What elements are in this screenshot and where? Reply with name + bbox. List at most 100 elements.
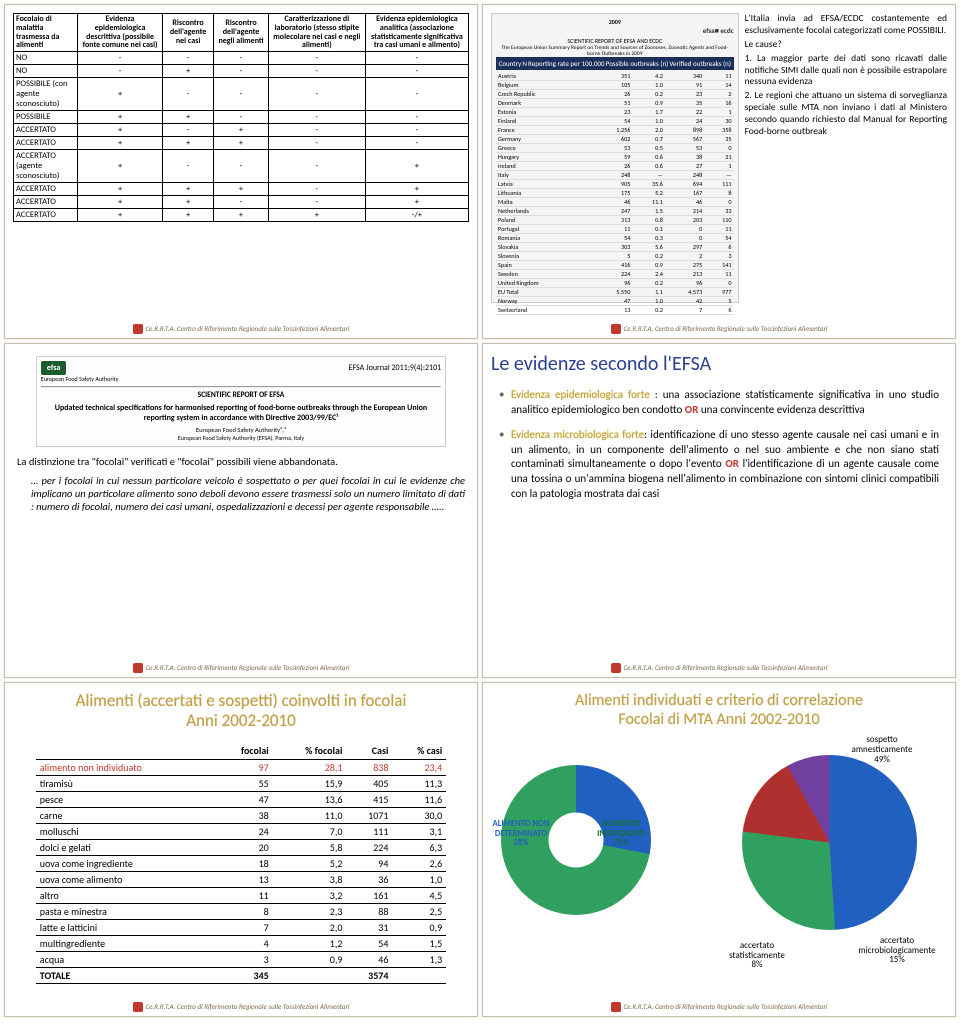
- classification-table: Focolaio di malattia trasmessa da alimen…: [13, 13, 469, 222]
- table-row: Netherlands2471.521433: [496, 207, 734, 216]
- table-row: Germany6020.756735: [496, 135, 734, 144]
- table-row: ACCERTATO++++-/+: [14, 209, 469, 222]
- table-row: uova come ingrediente185,2942,6: [36, 855, 446, 871]
- slide-6: Alimenti individuati e criterio di corre…: [482, 682, 956, 1017]
- s6-t2: Focolai di MTA Anni 2002-2010: [618, 710, 819, 729]
- slide-1: Focolaio di malattia trasmessa da alimen…: [4, 4, 478, 339]
- table-row: Lithuania1755.21678: [496, 189, 734, 198]
- table-row: Denmark510.93516: [496, 99, 734, 108]
- footer-text: Ce.R.R.T.A. Centro di Riferimento Region…: [146, 1002, 350, 1011]
- table-row: latte e latticini72,0310,9: [36, 919, 446, 935]
- s2-efsa-sub: The European Union Summary Report on Tre…: [496, 45, 734, 57]
- table-row: Switzerland130.276: [496, 306, 734, 315]
- b1-or: OR: [685, 403, 699, 416]
- s2-pt1: 1. La maggior parte dei dati sono ricava…: [745, 53, 947, 89]
- table-row: ACCERTATO+++-+: [14, 183, 469, 196]
- donut-label-0: ALIMENTO NON DETERMINATO28%: [486, 820, 556, 848]
- table-row: Austria3514.234011: [496, 72, 734, 81]
- table-row: Slovakia3035.62976: [496, 243, 734, 252]
- report-title: Updated technical specifications for har…: [51, 403, 431, 423]
- table-row: NO-----: [14, 52, 469, 65]
- footer-logo-icon: [611, 324, 621, 334]
- footer: Ce.R.R.T.A. Centro di Riferimento Region…: [483, 663, 955, 673]
- footer-logo-icon: [133, 324, 143, 334]
- table-row: Poland3130.8203110: [496, 216, 734, 225]
- s2-tbl-hdr: CountryNReporting rate per 100,000Possib…: [496, 57, 734, 70]
- footer: Ce.R.R.T.A. Centro di Riferimento Region…: [483, 1002, 955, 1012]
- table-row: Estonia231.7221: [496, 108, 734, 117]
- footer-text: Ce.R.R.T.A. Centro di Riferimento Region…: [146, 324, 350, 333]
- footer-text: Ce.R.R.T.A. Centro di Riferimento Region…: [624, 663, 828, 672]
- table-row: France1,2562.0898358: [496, 126, 734, 135]
- table-row: Portugal110.1011: [496, 225, 734, 234]
- footer-text: Ce.R.R.T.A. Centro di Riferimento Region…: [624, 324, 828, 333]
- s4-title: Le evidenze secondo l'EFSA: [491, 352, 947, 376]
- table-row: carne3811,0107130,0: [36, 807, 446, 823]
- report-sub2: European Food Safety Authority (EFSA), P…: [41, 434, 441, 442]
- s2-efsa-title: SCIENTIFIC REPORT OF EFSA AND ECDC: [496, 37, 734, 45]
- table-row: Romania540.3054: [496, 234, 734, 243]
- b2-label: Evidenza microbiologica forte: [511, 428, 644, 441]
- table-row: Belgium1051.09114: [496, 81, 734, 90]
- table-row: tiramisù5515,940511,3: [36, 775, 446, 791]
- s5-body: alimento non individuato9728,183823,4tir…: [36, 759, 446, 967]
- s3-line1: La distinzione tra "focolai" verificati …: [17, 455, 465, 468]
- donut-label-1: ALIMENTO INDIVIDUATO72%: [586, 820, 656, 848]
- table-row: POSSIBILE++---: [14, 111, 469, 124]
- footer-logo-icon: [133, 663, 143, 673]
- table-row: United Kingdom960.2960: [496, 279, 734, 288]
- table-row: multingrediente41,2541,5: [36, 935, 446, 951]
- efsa-journal: EFSA Journal 2011;9(4):2101: [349, 363, 442, 373]
- footer: Ce.R.R.T.A. Centro di Riferimento Region…: [5, 1002, 477, 1012]
- donut-chart: ALIMENTO NON DETERMINATO28% ALIMENTO IND…: [501, 765, 651, 915]
- pie-chart: [742, 755, 917, 930]
- efsa-org: European Food Safety Authority: [41, 375, 441, 383]
- pie-label-0: sospetto amnesticamente49%: [837, 735, 927, 765]
- efsa-doc-box: efsa EFSA Journal 2011;9(4):2101 Europea…: [36, 356, 446, 447]
- evidence-item-2: Evidenza microbiologica forte: identific…: [499, 428, 939, 502]
- table-row: Spain4160.9275141: [496, 261, 734, 270]
- table-row: ACCERTATO++--+: [14, 196, 469, 209]
- s6-t1: Alimenti individuati e criterio di corre…: [575, 691, 863, 710]
- slide-grid: Focolaio di malattia trasmessa da alimen…: [0, 0, 960, 1021]
- table-row: ACCERTATO (agente sconosciuto)+---+: [14, 150, 469, 183]
- efsa-report-image: 2009 efsa■ ecdc SCIENTIFIC REPORT OF EFS…: [491, 13, 739, 303]
- slide-5: Alimenti (accertati e sospetti) coinvolt…: [4, 682, 478, 1017]
- footer: Ce.R.R.T.A. Centro di Riferimento Region…: [5, 663, 477, 673]
- footer-text: Ce.R.R.T.A. Centro di Riferimento Region…: [146, 663, 350, 672]
- s2-q: Le cause?: [745, 39, 947, 51]
- report-sub1: European Food Safety Authority²,³: [41, 426, 441, 434]
- table-row: Slovenia50.223: [496, 252, 734, 261]
- s2-p1: L'Italia invia ad EFSA/ECDC costantement…: [745, 13, 947, 37]
- s5-t2: Anni 2002-2010: [186, 710, 296, 731]
- table-row: Malta4611.1460: [496, 198, 734, 207]
- slide2-text: L'Italia invia ad EFSA/ECDC costantement…: [745, 13, 947, 303]
- table-row: ACCERTATO+++--: [14, 137, 469, 150]
- table-row: Ireland260.6271: [496, 162, 734, 171]
- s5-t1: Alimenti (accertati e sospetti) coinvolt…: [76, 690, 407, 711]
- footer-text: Ce.R.R.T.A. Centro di Riferimento Region…: [624, 1002, 828, 1011]
- s2-pt2: 2. Le regioni che attuano un sistema di …: [745, 90, 947, 138]
- charts-area: ALIMENTO NON DETERMINATO28% ALIMENTO IND…: [491, 735, 947, 995]
- table-row: Latvia90535.6694111: [496, 180, 734, 189]
- slide-2: 2009 efsa■ ecdc SCIENTIFIC REPORT OF EFS…: [482, 4, 956, 339]
- footer-logo-icon: [611, 663, 621, 673]
- table-row: acqua30,9461,3: [36, 951, 446, 967]
- s3-line2: … per i focolai in cui nessun particolar…: [17, 474, 465, 513]
- s5-title: Alimenti (accertati e sospetti) coinvolt…: [13, 691, 469, 732]
- country-table: Austria3514.234011Belgium1051.09114Czech…: [496, 72, 734, 315]
- table-row: NO-+---: [14, 65, 469, 78]
- footer: Ce.R.R.T.A. Centro di Riferimento Region…: [483, 324, 955, 334]
- table-row: Finland541.02430: [496, 117, 734, 126]
- report-hdr: SCIENTIFIC REPORT OF EFSA: [41, 391, 441, 400]
- table-row: Hungary590.63821: [496, 153, 734, 162]
- table-row: Norway471.0425: [496, 297, 734, 306]
- s5-total: TOTALE3453574: [36, 967, 446, 983]
- s5-hdr: focolai% focolaiCasi% casi: [36, 742, 446, 760]
- s1-header-row: Focolaio di malattia trasmessa da alimen…: [14, 14, 469, 52]
- s1-body: NO-----NO-+---POSSIBILE (con agente scon…: [14, 52, 469, 222]
- table-row: altro113,21614,5: [36, 887, 446, 903]
- s6-title: Alimenti individuati e criterio di corre…: [491, 691, 947, 729]
- table-row: Sweden2242.421311: [496, 270, 734, 279]
- b1-text2: una convincente evidenza descrittiva: [698, 403, 864, 416]
